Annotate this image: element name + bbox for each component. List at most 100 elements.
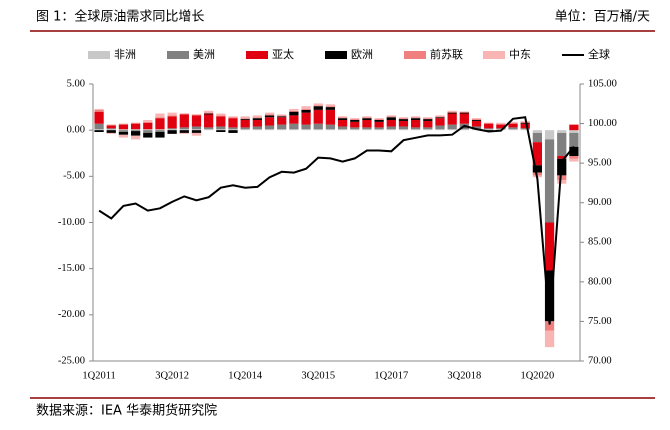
bar [118, 134, 129, 138]
bar [301, 106, 311, 109]
bar [289, 110, 299, 112]
y2-tick-label: 100.00 [588, 118, 617, 129]
bar [204, 114, 214, 128]
bar [252, 115, 262, 118]
legend-swatch [483, 51, 505, 59]
bar [520, 129, 530, 131]
bar [313, 103, 323, 106]
bar [386, 126, 396, 130]
bar [362, 120, 372, 128]
bar [313, 129, 323, 131]
bar [484, 129, 494, 131]
bar [471, 120, 482, 121]
bar [557, 132, 567, 157]
bar [411, 117, 421, 119]
bar [204, 127, 214, 130]
bar [386, 120, 396, 127]
bar [289, 115, 299, 124]
bar [277, 124, 287, 130]
bar [325, 129, 336, 131]
bar [350, 119, 360, 121]
y2-tick-label: 105.00 [588, 78, 617, 89]
bar [471, 120, 482, 127]
bar [118, 132, 129, 135]
x-tick-label: 3Q2012 [155, 370, 189, 381]
bar [191, 114, 202, 116]
bar [191, 130, 202, 133]
bar [350, 120, 360, 122]
bar [374, 127, 384, 130]
bar [264, 115, 275, 118]
bar [204, 113, 214, 115]
bar [337, 118, 348, 121]
x-tick-label: 3Q2015 [301, 370, 335, 381]
bar [167, 128, 177, 130]
bar [216, 113, 226, 116]
bar [557, 180, 567, 184]
bar [167, 115, 177, 117]
bar [532, 165, 543, 173]
bar [264, 129, 275, 131]
bar [216, 115, 226, 117]
bar [94, 123, 104, 130]
bar [471, 119, 482, 121]
bar [362, 118, 372, 121]
bar [118, 130, 129, 133]
bar [411, 120, 421, 128]
bar [179, 130, 189, 133]
x-tick-label: 1Q2017 [374, 370, 408, 381]
bar [569, 132, 579, 147]
bar [337, 117, 348, 119]
bar [118, 123, 129, 125]
bar [411, 118, 421, 121]
bar [179, 113, 189, 115]
bar [325, 106, 336, 108]
bar [216, 116, 226, 127]
x-tick-label: 1Q2014 [228, 370, 263, 381]
bar [508, 123, 518, 128]
bar [435, 116, 445, 118]
y-tick-label: -25.00 [58, 355, 85, 366]
bar [143, 122, 153, 130]
bar [313, 105, 323, 107]
legend-label: 前苏联 [430, 47, 463, 61]
bar [301, 129, 311, 131]
bar [337, 116, 348, 118]
bar [130, 131, 141, 136]
bar [191, 115, 202, 127]
bar [313, 106, 323, 110]
bar [130, 122, 141, 124]
bar [520, 123, 530, 129]
bar [398, 120, 409, 127]
bar [496, 122, 506, 124]
bar [301, 109, 311, 113]
bar [423, 117, 433, 119]
bar [204, 112, 214, 114]
legend-label: 全球 [588, 47, 610, 61]
bar [277, 117, 287, 125]
bar [508, 122, 518, 124]
x-tick-label: 1Q2011 [82, 370, 115, 381]
bar [423, 120, 433, 128]
bar [167, 130, 177, 134]
bar [471, 118, 482, 120]
bar [557, 156, 567, 159]
bar [179, 132, 189, 134]
line [98, 116, 575, 325]
bar [118, 124, 129, 130]
bar [423, 119, 433, 121]
bar [240, 129, 250, 131]
bar [143, 132, 153, 138]
y2-tick-label: 80.00 [588, 276, 612, 287]
bar [435, 125, 445, 130]
bar [508, 127, 518, 130]
bar [459, 111, 469, 113]
bar [386, 115, 396, 117]
bar [106, 125, 116, 129]
legend-swatch [325, 51, 347, 59]
bar [264, 112, 275, 115]
y2-tick-label: 85.00 [588, 237, 612, 248]
bar [325, 104, 336, 107]
